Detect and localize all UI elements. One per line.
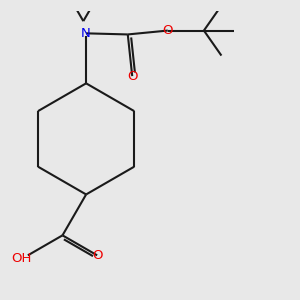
Text: O: O (127, 70, 137, 83)
Text: N: N (81, 27, 91, 40)
Text: O: O (92, 249, 102, 262)
Text: O: O (163, 24, 173, 37)
Text: OH: OH (11, 252, 32, 265)
